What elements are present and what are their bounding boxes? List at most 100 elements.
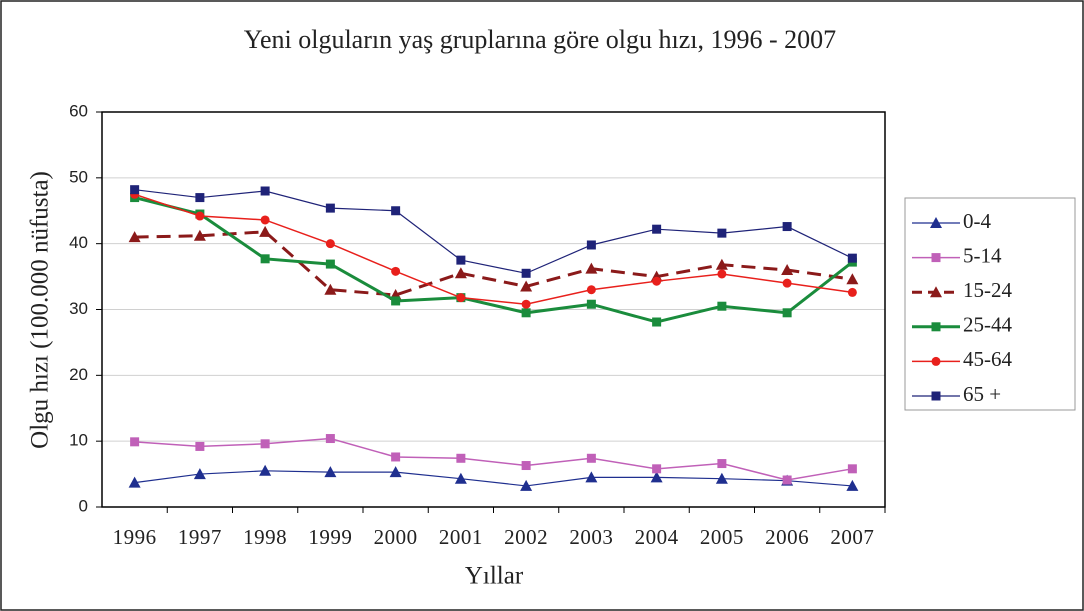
point — [260, 439, 270, 449]
point — [325, 203, 335, 213]
point — [586, 299, 596, 309]
point — [715, 472, 728, 484]
point — [454, 267, 467, 279]
point — [782, 278, 792, 288]
series-line — [134, 193, 853, 305]
point — [520, 280, 533, 292]
point — [130, 437, 140, 447]
point — [324, 283, 337, 295]
point — [130, 185, 140, 195]
point — [846, 273, 859, 285]
y-tick-label: 0 — [79, 496, 88, 515]
point — [586, 285, 596, 295]
point — [521, 299, 531, 309]
point — [195, 441, 205, 451]
point — [586, 453, 596, 463]
legend-marker — [931, 356, 941, 366]
legend-marker — [931, 391, 941, 401]
legend-label: 5-14 — [963, 243, 1002, 267]
point — [520, 479, 533, 491]
point — [195, 211, 205, 221]
series-line — [134, 230, 853, 297]
point — [193, 468, 206, 480]
point — [454, 472, 467, 484]
x-tick-label: 1997 — [178, 525, 222, 549]
x-tick-label: 2000 — [374, 525, 418, 549]
point — [128, 231, 141, 243]
legend-label: 45-64 — [963, 347, 1012, 371]
x-tick-label: 2004 — [635, 525, 679, 549]
y-tick-label: 20 — [69, 365, 88, 384]
series-line — [134, 437, 853, 481]
point — [193, 229, 206, 241]
point — [782, 475, 792, 485]
point — [260, 215, 270, 225]
point — [456, 453, 466, 463]
y-tick-label: 30 — [69, 299, 88, 318]
point — [456, 255, 466, 265]
y-tick-label: 50 — [69, 167, 88, 186]
point — [259, 464, 272, 476]
point — [652, 464, 662, 474]
legend-marker — [931, 322, 941, 332]
x-tick-label: 2002 — [504, 525, 548, 549]
point — [847, 253, 857, 263]
point — [521, 268, 531, 278]
point — [389, 466, 402, 478]
point — [195, 193, 205, 203]
point — [715, 258, 728, 270]
x-tick-label: 2003 — [569, 525, 613, 549]
point — [847, 287, 857, 297]
legend-label: 25-44 — [963, 313, 1012, 337]
point — [325, 434, 335, 444]
point — [391, 206, 401, 216]
point — [781, 264, 794, 275]
point — [585, 262, 598, 274]
point — [652, 276, 662, 286]
y-tick-label: 60 — [69, 101, 88, 120]
point — [717, 459, 727, 469]
point — [717, 228, 727, 238]
legend-marker — [931, 253, 941, 263]
point — [717, 301, 727, 311]
y-tick-label: 10 — [69, 431, 88, 450]
point — [128, 476, 141, 488]
point — [652, 224, 662, 234]
point — [324, 466, 337, 478]
point — [652, 317, 662, 327]
point — [260, 186, 270, 196]
legend-marker — [930, 217, 942, 228]
point — [391, 452, 401, 462]
series-line — [134, 196, 854, 324]
point — [391, 296, 401, 306]
point — [650, 471, 663, 483]
point — [717, 269, 727, 279]
point — [846, 479, 859, 491]
x-tick-label: 1999 — [308, 525, 352, 549]
point — [782, 308, 792, 318]
point — [586, 240, 596, 250]
point — [325, 239, 335, 249]
x-tick-label: 2005 — [700, 525, 744, 549]
point — [325, 259, 335, 269]
x-tick-label: 1998 — [243, 525, 287, 549]
x-tick-label: 2006 — [765, 525, 809, 549]
y-tick-label: 40 — [69, 233, 88, 252]
point — [391, 266, 401, 276]
point — [260, 254, 270, 264]
x-axis-label: Yıllar — [465, 563, 524, 590]
legend-marker — [930, 286, 942, 298]
legend-label: 65 + — [963, 382, 1001, 406]
point — [782, 222, 792, 232]
point — [259, 225, 272, 237]
point — [847, 464, 857, 474]
legend-label: 0-4 — [963, 209, 991, 233]
legend-box — [904, 197, 1076, 411]
point — [585, 471, 598, 483]
series-line — [134, 189, 853, 274]
series-line — [134, 470, 853, 487]
x-tick-label: 1996 — [113, 525, 157, 549]
